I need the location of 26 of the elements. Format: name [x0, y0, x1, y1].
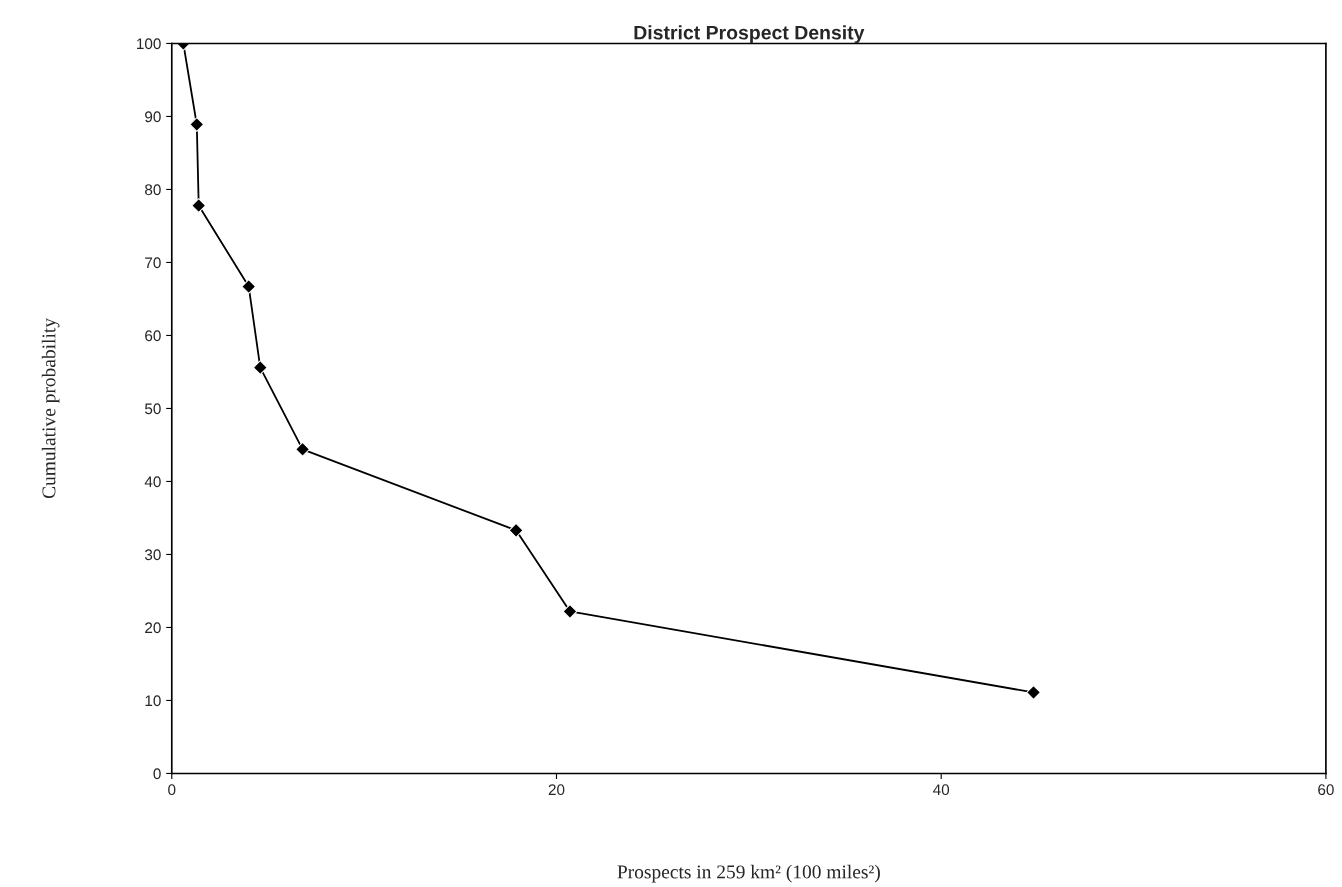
x-axis-title: Prospects in 259 km² (100 miles²): [617, 864, 880, 883]
y-tick-label: 0: [153, 768, 161, 780]
x-tick-label: 40: [933, 784, 950, 796]
x-tick-label: 0: [168, 784, 176, 796]
x-tick-label: 20: [548, 784, 565, 796]
point: [295, 441, 310, 457]
x-tick-label: 60: [1318, 784, 1334, 796]
y-tick-label: 30: [144, 549, 161, 561]
point: [252, 360, 268, 375]
y-axis-title: Cumulative probability: [41, 318, 60, 499]
y-tick-label: 90: [145, 111, 161, 123]
y-tick-label: 100: [137, 38, 161, 50]
y-tick-label: 80: [145, 184, 161, 196]
y-tick-label: 60: [145, 330, 161, 342]
point: [241, 279, 257, 294]
y-tick-label: 50: [144, 403, 161, 415]
point: [189, 117, 205, 132]
y-tick-label: 40: [144, 476, 161, 488]
y-tick-label: 20: [145, 622, 161, 634]
point: [508, 522, 524, 538]
y-tick-label: 10: [145, 695, 161, 707]
chart-title: District Prospect Density: [634, 25, 865, 44]
y-tick-label: 70: [145, 257, 161, 269]
point: [191, 198, 207, 213]
point: [562, 604, 578, 619]
point: [1026, 685, 1041, 700]
